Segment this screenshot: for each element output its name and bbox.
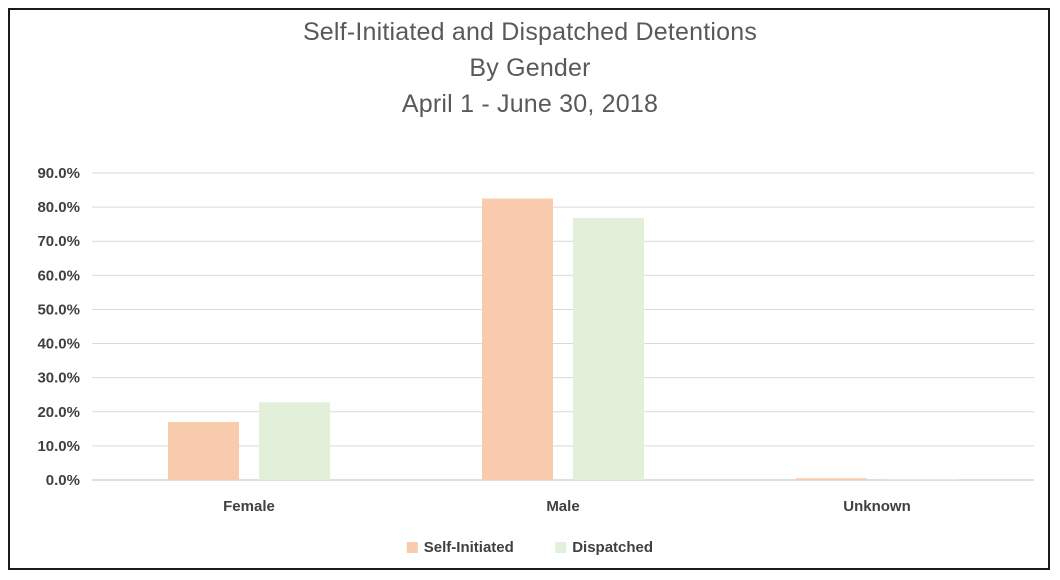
bar <box>168 422 239 480</box>
y-tick-label: 90.0% <box>37 165 80 182</box>
y-tick-label: 60.0% <box>37 267 80 284</box>
y-tick-label: 10.0% <box>37 438 80 455</box>
y-tick-label: 50.0% <box>37 301 80 318</box>
y-tick-label: 40.0% <box>37 336 80 353</box>
chart-title-line-2: By Gender <box>469 54 591 82</box>
x-category-label: Male <box>546 498 579 515</box>
legend-label: Self-Initiated <box>424 539 514 556</box>
y-tick-label: 0.0% <box>46 472 80 489</box>
y-tick-label: 80.0% <box>37 199 80 216</box>
y-tick-label: 70.0% <box>37 233 80 250</box>
bar <box>796 478 867 480</box>
legend-swatch <box>406 542 418 553</box>
x-category-label: Unknown <box>843 498 911 515</box>
bar <box>573 218 644 480</box>
chart-title: Self-Initiated and Dispatched Detentions… <box>0 14 1060 122</box>
x-category-label: Female <box>223 498 275 515</box>
y-tick-label: 30.0% <box>37 370 80 387</box>
chart-title-line-3: April 1 - June 30, 2018 <box>401 90 659 118</box>
bar <box>887 478 958 480</box>
y-tick-label: 20.0% <box>37 404 80 421</box>
bar <box>482 198 553 481</box>
chart-title-line-1: Self-Initiated and Dispatched Detentions <box>302 18 758 46</box>
legend-label: Dispatched <box>572 539 653 556</box>
legend-swatch <box>555 542 567 553</box>
bar <box>259 402 330 480</box>
